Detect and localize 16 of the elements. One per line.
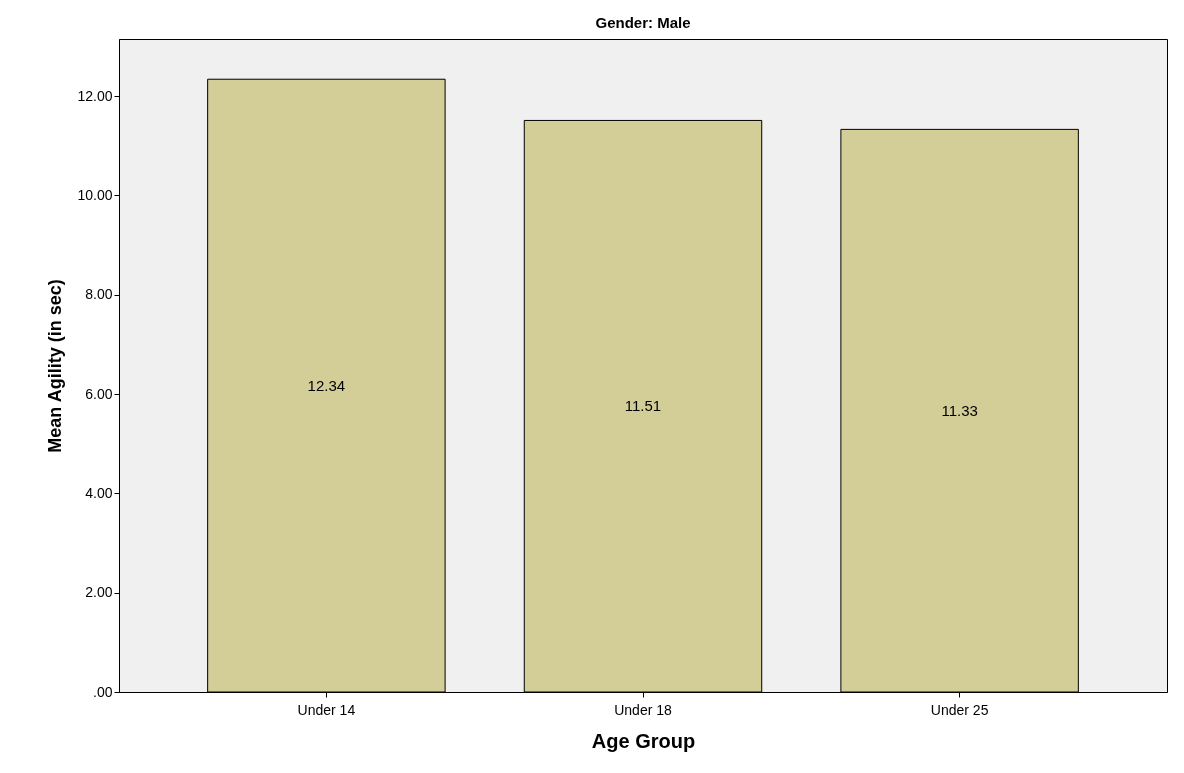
y-tick-label: 10.00 xyxy=(77,186,113,203)
y-tick-label: 8.00 xyxy=(85,286,113,303)
y-axis-title: Mean Agility (in sec) xyxy=(45,279,66,453)
y-tick-label: .00 xyxy=(93,683,113,700)
data-label: 12.34 xyxy=(307,376,346,394)
x-tick-label: Under 14 xyxy=(297,701,356,718)
x-axis-title: Age Group xyxy=(591,729,696,752)
y-tick-label: 2.00 xyxy=(85,584,113,601)
y-tick-label: 4.00 xyxy=(85,484,113,501)
chart-title: Gender: Male xyxy=(595,14,691,31)
data-label: 11.33 xyxy=(941,401,978,419)
x-tick-label: Under 18 xyxy=(614,701,673,718)
data-label: 11.51 xyxy=(624,397,662,415)
x-tick-label: Under 25 xyxy=(930,701,989,718)
y-tick-label: 6.00 xyxy=(85,385,113,402)
y-tick-label: 12.00 xyxy=(77,87,113,104)
